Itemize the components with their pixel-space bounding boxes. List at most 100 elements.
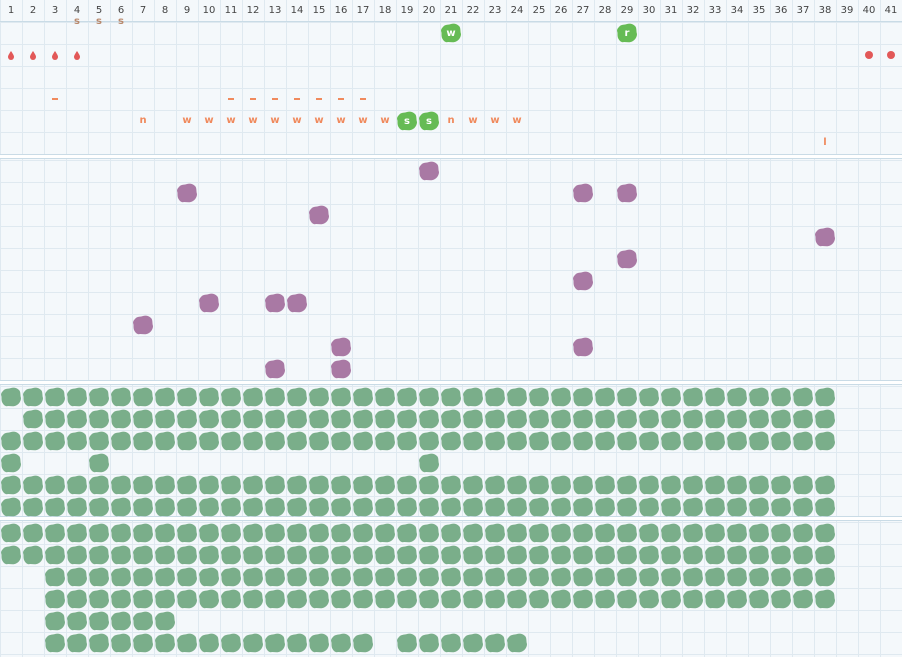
- green-cell[interactable]: [506, 588, 528, 610]
- green-cell[interactable]: [726, 408, 748, 430]
- column-header[interactable]: 5: [95, 5, 103, 16]
- green-cell[interactable]: [572, 474, 594, 496]
- purple-cell[interactable]: [286, 292, 308, 314]
- green-cell[interactable]: [352, 474, 374, 496]
- green-cell[interactable]: [352, 522, 374, 544]
- schedule-letter[interactable]: n: [139, 115, 147, 126]
- purple-cell[interactable]: [572, 270, 594, 292]
- green-cell[interactable]: [396, 430, 418, 452]
- green-cell[interactable]: [462, 430, 484, 452]
- green-cell[interactable]: [264, 496, 286, 518]
- column-header[interactable]: 14: [290, 5, 304, 16]
- green-cell[interactable]: [682, 430, 704, 452]
- green-cell[interactable]: [506, 632, 528, 654]
- green-cell[interactable]: [286, 588, 308, 610]
- green-cell[interactable]: [44, 474, 66, 496]
- schedule-letter[interactable]: w: [314, 115, 324, 126]
- column-header[interactable]: 6: [117, 5, 125, 16]
- green-cell[interactable]: [286, 566, 308, 588]
- green-cell[interactable]: [484, 588, 506, 610]
- column-header[interactable]: 38: [818, 5, 832, 16]
- green-cell[interactable]: [396, 632, 418, 654]
- green-cell[interactable]: [44, 408, 66, 430]
- green-cell[interactable]: [660, 566, 682, 588]
- green-cell[interactable]: [396, 544, 418, 566]
- drop-icon[interactable]: [66, 44, 88, 66]
- green-cell[interactable]: [286, 632, 308, 654]
- green-cell[interactable]: [220, 522, 242, 544]
- green-cell[interactable]: [770, 496, 792, 518]
- green-cell[interactable]: [770, 474, 792, 496]
- green-cell[interactable]: [264, 430, 286, 452]
- column-header[interactable]: 13: [268, 5, 282, 16]
- green-cell[interactable]: [814, 408, 836, 430]
- green-cell[interactable]: [462, 386, 484, 408]
- column-header[interactable]: 11: [224, 5, 238, 16]
- green-cell[interactable]: [88, 386, 110, 408]
- green-cell[interactable]: [396, 588, 418, 610]
- green-cell[interactable]: [220, 632, 242, 654]
- green-cell[interactable]: [682, 566, 704, 588]
- status-badge[interactable]: s: [396, 110, 418, 132]
- green-cell[interactable]: [396, 386, 418, 408]
- green-cell[interactable]: [22, 496, 44, 518]
- green-cell[interactable]: [704, 386, 726, 408]
- green-cell[interactable]: [110, 430, 132, 452]
- green-cell[interactable]: [176, 544, 198, 566]
- green-cell[interactable]: [506, 496, 528, 518]
- green-cell[interactable]: [286, 544, 308, 566]
- column-header[interactable]: 20: [422, 5, 436, 16]
- green-cell[interactable]: [198, 496, 220, 518]
- column-header[interactable]: 18: [378, 5, 392, 16]
- green-cell[interactable]: [22, 430, 44, 452]
- column-header[interactable]: 41: [884, 5, 898, 16]
- green-cell[interactable]: [462, 566, 484, 588]
- green-cell[interactable]: [154, 566, 176, 588]
- green-cell[interactable]: [638, 386, 660, 408]
- green-cell[interactable]: [616, 386, 638, 408]
- green-cell[interactable]: [154, 522, 176, 544]
- green-cell[interactable]: [682, 474, 704, 496]
- green-cell[interactable]: [374, 430, 396, 452]
- green-cell[interactable]: [242, 386, 264, 408]
- green-cell[interactable]: [616, 430, 638, 452]
- green-cell[interactable]: [418, 408, 440, 430]
- green-cell[interactable]: [748, 430, 770, 452]
- green-cell[interactable]: [0, 452, 22, 474]
- green-cell[interactable]: [638, 522, 660, 544]
- green-cell[interactable]: [198, 566, 220, 588]
- dot-icon[interactable]: [880, 44, 902, 66]
- green-cell[interactable]: [528, 408, 550, 430]
- column-header[interactable]: 28: [598, 5, 612, 16]
- schedule-letter[interactable]: w: [490, 115, 500, 126]
- green-cell[interactable]: [484, 632, 506, 654]
- schedule-letter[interactable]: w: [512, 115, 522, 126]
- green-cell[interactable]: [110, 522, 132, 544]
- green-cell[interactable]: [286, 474, 308, 496]
- green-cell[interactable]: [66, 474, 88, 496]
- green-cell[interactable]: [726, 496, 748, 518]
- purple-cell[interactable]: [616, 248, 638, 270]
- status-badge[interactable]: s: [418, 110, 440, 132]
- green-cell[interactable]: [308, 632, 330, 654]
- green-cell[interactable]: [528, 588, 550, 610]
- green-cell[interactable]: [22, 474, 44, 496]
- green-cell[interactable]: [176, 632, 198, 654]
- green-cell[interactable]: [814, 566, 836, 588]
- green-cell[interactable]: [176, 430, 198, 452]
- green-cell[interactable]: [308, 566, 330, 588]
- green-cell[interactable]: [132, 496, 154, 518]
- schedule-letter[interactable]: w: [248, 115, 258, 126]
- green-cell[interactable]: [132, 588, 154, 610]
- green-cell[interactable]: [110, 610, 132, 632]
- green-cell[interactable]: [550, 496, 572, 518]
- green-cell[interactable]: [330, 496, 352, 518]
- green-cell[interactable]: [396, 474, 418, 496]
- green-cell[interactable]: [704, 522, 726, 544]
- green-cell[interactable]: [44, 496, 66, 518]
- schedule-letter[interactable]: w: [292, 115, 302, 126]
- green-cell[interactable]: [220, 588, 242, 610]
- green-cell[interactable]: [330, 588, 352, 610]
- status-badge[interactable]: r: [616, 22, 638, 44]
- green-cell[interactable]: [264, 474, 286, 496]
